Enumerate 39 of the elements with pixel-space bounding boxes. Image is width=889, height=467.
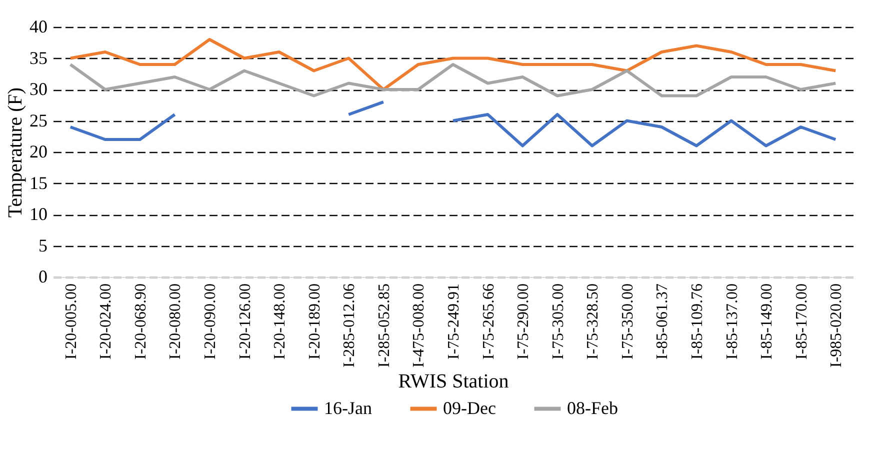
x-tick-label: I-475-008.00 [410, 284, 428, 368]
x-tick-label: I-75-265.66 [480, 284, 498, 360]
y-tick-label: 40 [30, 16, 48, 36]
y-tick-label: 10 [30, 204, 48, 224]
x-tick-label: I-20-090.00 [202, 284, 220, 360]
x-tick-label: I-985-020.00 [828, 284, 846, 368]
x-tick-label: I-75-290.00 [515, 284, 532, 360]
legend-label: 08-Feb [567, 398, 618, 418]
x-tick-label: I-20-005.00 [62, 284, 80, 360]
x-tick-label: I-85-137.00 [724, 284, 741, 360]
x-tick-label: I-285-012.06 [341, 284, 358, 368]
x-tick-label: I-20-189.00 [306, 284, 324, 360]
x-tick-label: I-285-052.85 [376, 284, 393, 368]
y-tick-label: 30 [30, 79, 48, 99]
line-series [68, 38, 838, 91]
x-tick-label: I-85-109.76 [688, 284, 706, 360]
x-tick-label: I-75-328.50 [584, 284, 602, 360]
y-tick-label: 25 [30, 110, 48, 130]
x-axis-title: RWIS Station [398, 370, 509, 392]
x-tick-label: I-20-126.00 [236, 284, 254, 360]
legend-label: 16-Jan [324, 398, 372, 418]
y-tick-label: 15 [30, 172, 48, 193]
x-tick-label: I-85-061.37 [654, 284, 672, 360]
x-tick-label: I-75-350.00 [619, 284, 636, 360]
x-tick-label: I-20-080.00 [167, 284, 184, 360]
x-tick-label: I-85-149.00 [758, 284, 776, 360]
line-series [68, 63, 838, 98]
y-tick-label: 0 [38, 266, 48, 286]
x-tick-label: I-20-024.00 [98, 284, 115, 360]
y-axis-title: Temperature (F) [4, 87, 26, 218]
x-tick-label: I-75-249.91 [446, 284, 462, 360]
x-tick-label: I-20-068.90 [132, 284, 150, 360]
x-tick-label: I-75-305.00 [550, 284, 567, 360]
y-tick-label: 35 [30, 48, 48, 68]
y-tick-label: 20 [30, 142, 48, 162]
x-tick-label: I-20-148.00 [272, 284, 289, 360]
x-tick-label: I-85-170.00 [793, 284, 810, 360]
y-tick-label: 5 [38, 235, 48, 256]
legend-label: 09-Dec [443, 398, 496, 418]
